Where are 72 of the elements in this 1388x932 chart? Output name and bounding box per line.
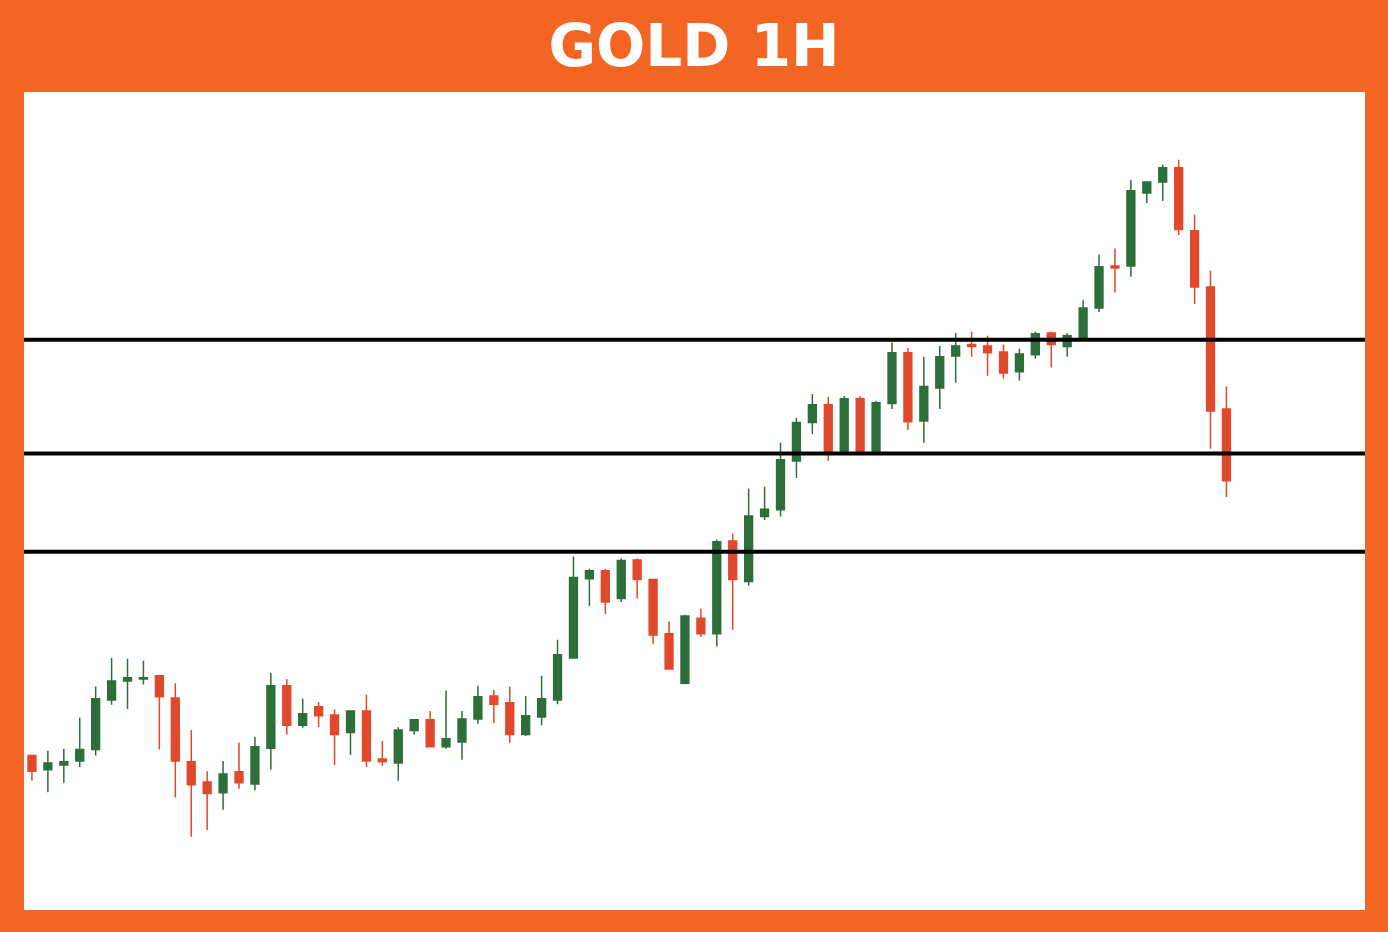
candlestick xyxy=(775,442,786,518)
candlestick xyxy=(43,750,53,793)
candlestick xyxy=(919,356,929,444)
candlestick xyxy=(903,347,913,431)
candlestick xyxy=(91,685,101,757)
candlestick xyxy=(998,343,1009,380)
candlestick xyxy=(329,708,340,766)
candlestick xyxy=(584,567,595,607)
candlestick xyxy=(616,557,626,603)
candlestick xyxy=(377,739,387,767)
candlestick xyxy=(951,332,961,384)
candlestick xyxy=(282,678,292,736)
candlestick xyxy=(122,658,133,710)
candlestick xyxy=(473,685,483,725)
candlestick xyxy=(664,620,674,670)
candlestick xyxy=(154,674,165,751)
candlestick xyxy=(696,607,706,638)
candlestick xyxy=(59,748,69,784)
candlestick xyxy=(234,741,244,790)
candlestick xyxy=(521,695,531,737)
candlestick xyxy=(361,693,372,768)
candlestick xyxy=(250,735,260,791)
candlestick xyxy=(568,555,579,659)
candlestick xyxy=(266,672,276,771)
candlestick xyxy=(1142,181,1152,204)
candlestick xyxy=(855,395,865,453)
candlestick xyxy=(505,685,515,744)
candlestick xyxy=(489,689,499,724)
candlestick xyxy=(1110,247,1120,294)
candlestick xyxy=(1126,179,1136,278)
candlestick xyxy=(202,770,212,831)
candlestick xyxy=(1189,213,1200,305)
candlestick xyxy=(982,335,993,377)
candlestick xyxy=(1158,163,1168,202)
candlestick xyxy=(1205,270,1216,450)
candlestick xyxy=(935,345,945,410)
candlestick xyxy=(1221,385,1232,498)
candlestick xyxy=(600,567,610,615)
candlestick xyxy=(887,341,897,410)
candlestick xyxy=(744,488,754,587)
candlestick xyxy=(170,682,180,799)
candlestick xyxy=(680,614,690,684)
candlestick xyxy=(298,697,308,729)
candlestick xyxy=(871,400,881,453)
candlestick xyxy=(759,486,770,521)
candlestick xyxy=(1014,347,1025,382)
candlestick xyxy=(345,710,356,756)
candlestick xyxy=(839,395,849,453)
candlestick xyxy=(218,760,228,811)
candlestick xyxy=(425,710,435,748)
candlestick xyxy=(823,395,833,462)
candlestick xyxy=(648,578,658,645)
candlestick xyxy=(728,532,738,631)
candlestick xyxy=(106,657,117,706)
candlestick xyxy=(27,754,37,782)
candlestick xyxy=(807,393,818,435)
candlestick xyxy=(75,716,85,768)
candlestick xyxy=(393,726,403,782)
candlestick xyxy=(632,557,642,600)
candlestick xyxy=(186,729,196,838)
candlestick xyxy=(441,689,451,750)
candlestick xyxy=(457,710,467,761)
candlestick xyxy=(313,701,324,728)
candlestick xyxy=(536,674,547,726)
candlestick xyxy=(409,718,419,736)
candlestick xyxy=(1174,158,1184,236)
candlestick xyxy=(1078,299,1088,341)
candlestick xyxy=(1094,253,1104,313)
candlestick xyxy=(552,639,563,705)
chart-title: GOLD 1H xyxy=(548,12,840,81)
candlestick xyxy=(712,538,722,648)
candlestick xyxy=(138,660,149,686)
